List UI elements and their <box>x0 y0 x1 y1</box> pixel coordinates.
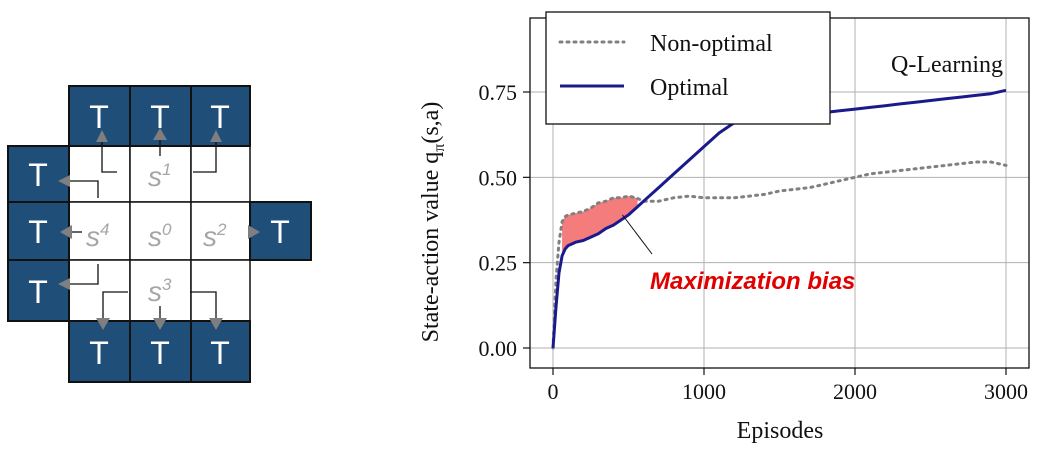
chart-series <box>551 88 1008 350</box>
chart-ticks: 0 1000 2000 3000 0.00 0.25 0.50 0.75 <box>479 80 1029 404</box>
y-tick-label-3: 0.75 <box>479 80 518 105</box>
cell-lower-left <box>68 259 131 322</box>
state-label-s2: s2 <box>203 220 227 252</box>
legend-label-optimal: Optimal <box>650 75 729 101</box>
series-line-non-optimal <box>551 160 1008 350</box>
svg-text:T: T <box>28 214 48 250</box>
state-label-s1: s1 <box>148 160 171 192</box>
legend-label-non-optimal: Non-optimal <box>650 31 773 57</box>
state-label-s4: s4 <box>86 220 109 252</box>
transition-arrows <box>58 128 260 330</box>
terminal-left-1: T <box>7 145 70 203</box>
cell-upper-left <box>68 145 131 203</box>
y-axis-label: State-action value qπ(s,a) <box>418 102 448 343</box>
svg-text:T: T <box>150 99 170 135</box>
svg-text:T: T <box>150 335 170 371</box>
terminal-bottom-3: T <box>190 320 251 383</box>
svg-text:T: T <box>89 99 109 135</box>
y-tick-label-0: 0.00 <box>479 336 518 361</box>
state-label-s3: s3 <box>148 275 172 307</box>
terminal-left-2: T <box>7 201 70 261</box>
svg-text:T: T <box>210 99 230 135</box>
svg-text:T: T <box>210 335 230 371</box>
svg-text:T: T <box>28 274 48 310</box>
annotation-pointer-line <box>622 214 653 255</box>
state-label-s0: s0 <box>148 220 172 252</box>
series-line-optimal <box>551 88 1007 349</box>
x-tick-label-2: 2000 <box>833 379 877 404</box>
svg-text:T: T <box>270 214 290 250</box>
terminal-right: T <box>249 201 312 261</box>
svg-text:T: T <box>89 335 109 371</box>
cell-lower-right <box>190 259 251 322</box>
chart-title: Q-Learning <box>891 52 1003 78</box>
svg-text:T: T <box>28 157 48 193</box>
x-tick-label-0: 0 <box>548 379 559 404</box>
chart-legend: Non-optimal Optimal <box>545 11 831 125</box>
grid-world-diagram: T T T T T T T T T T s1 s4 s0 s2 s3 <box>7 85 312 383</box>
plot-frame <box>529 17 1030 369</box>
x-tick-label-3: 3000 <box>984 379 1028 404</box>
x-tick-label-1: 1000 <box>682 379 726 404</box>
terminal-bottom-2: T <box>129 320 192 383</box>
x-axis-label: Episodes <box>737 418 824 444</box>
terminal-top-3: T <box>190 85 251 147</box>
cell-upper-right <box>190 145 251 203</box>
cell-s4 <box>68 201 131 261</box>
maximization-bias-region <box>562 196 638 256</box>
terminal-left-3: T <box>7 259 70 322</box>
annotation-label: Maximization bias <box>650 268 855 295</box>
y-tick-label-1: 0.25 <box>479 251 518 276</box>
chart-gridlines <box>530 18 1029 368</box>
y-tick-label-2: 0.50 <box>479 165 518 190</box>
terminal-bottom-1: T <box>68 320 131 383</box>
